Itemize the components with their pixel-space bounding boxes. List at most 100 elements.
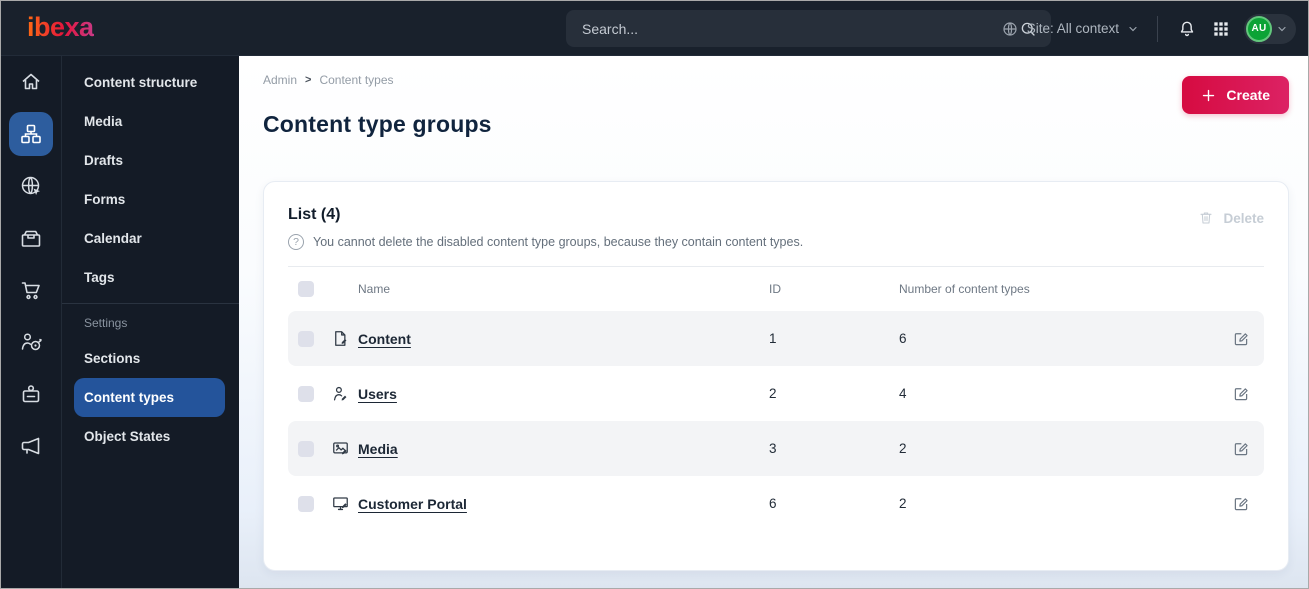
group-id: 3 bbox=[769, 441, 777, 456]
search-icon bbox=[1021, 22, 1035, 36]
edit-button[interactable] bbox=[1232, 440, 1250, 458]
menu-item-label: Media bbox=[84, 114, 123, 129]
chevron-down-icon bbox=[1278, 26, 1286, 31]
edit-button[interactable] bbox=[1232, 495, 1250, 513]
user-menu[interactable]: AU bbox=[1244, 13, 1296, 44]
menu-item-object-states[interactable]: Object States bbox=[62, 417, 239, 456]
menu-item-label: Object States bbox=[84, 429, 171, 444]
globe-icon bbox=[1003, 21, 1017, 36]
bell-icon bbox=[1180, 21, 1194, 36]
image-edit-icon bbox=[333, 442, 348, 455]
rail-item-site-search[interactable] bbox=[9, 164, 53, 208]
page-title: Content type groups bbox=[263, 111, 492, 137]
list-info: ? You cannot delete the disabled content… bbox=[288, 234, 803, 250]
home-icon bbox=[22, 73, 40, 90]
menu-item-media[interactable]: Media bbox=[62, 102, 239, 141]
menu-divider bbox=[62, 303, 239, 304]
row-checkbox[interactable] bbox=[298, 440, 314, 457]
menu-item-label: Forms bbox=[84, 192, 126, 207]
edit-button[interactable] bbox=[1232, 330, 1250, 348]
breadcrumb-separator: > bbox=[305, 74, 312, 86]
topbar-actions: Site: All context AU bbox=[1001, 1, 1296, 56]
chevron-down-icon bbox=[1129, 26, 1137, 31]
site-search-icon bbox=[21, 176, 40, 195]
edit-button[interactable] bbox=[1232, 385, 1250, 403]
row-checkbox[interactable] bbox=[298, 385, 314, 402]
group-link[interactable]: Users bbox=[358, 385, 397, 402]
monitor-edit-icon bbox=[333, 497, 348, 511]
delete-button-label: Delete bbox=[1223, 210, 1264, 226]
menu-item-sections[interactable]: Sections bbox=[62, 339, 239, 378]
menu-item-content-structure[interactable]: Content structure bbox=[62, 63, 239, 102]
edit-icon bbox=[1234, 387, 1248, 400]
avatar: AU bbox=[1246, 15, 1272, 42]
menu-section-settings: Settings bbox=[84, 316, 128, 330]
notifications-button[interactable] bbox=[1176, 18, 1198, 40]
user-edit-icon bbox=[333, 386, 347, 401]
rail-item-home[interactable] bbox=[9, 60, 53, 104]
table-row: Content 1 6 bbox=[288, 311, 1264, 366]
side-menu: Content structure Media Drafts Forms Cal… bbox=[61, 56, 239, 588]
top-bar: ibexa Site: All context bbox=[1, 1, 1308, 56]
row-checkbox[interactable] bbox=[298, 330, 314, 347]
menu-item-tags[interactable]: Tags bbox=[62, 258, 239, 297]
rail-item-corporate[interactable] bbox=[9, 372, 53, 416]
group-count: 2 bbox=[899, 441, 907, 456]
site-context-label: Site: All context bbox=[1026, 21, 1119, 36]
icon-rail bbox=[1, 56, 61, 588]
search-input[interactable] bbox=[566, 20, 1019, 37]
rail-item-commerce[interactable] bbox=[9, 268, 53, 312]
segments-target-icon bbox=[21, 333, 43, 351]
table-row: Media 3 2 bbox=[288, 421, 1264, 476]
ibexa-logo: ibexa bbox=[27, 12, 94, 42]
menu-item-forms[interactable]: Forms bbox=[62, 180, 239, 219]
menu-item-label: Calendar bbox=[84, 231, 142, 246]
menu-item-label: Tags bbox=[84, 270, 115, 285]
breadcrumb: Admin > Content types bbox=[263, 73, 394, 87]
file-edit-icon bbox=[335, 331, 347, 346]
menu-item-label: Content types bbox=[84, 390, 175, 405]
create-button-label: Create bbox=[1226, 87, 1270, 103]
rail-item-content[interactable] bbox=[9, 112, 53, 156]
breadcrumb-admin[interactable]: Admin bbox=[263, 73, 298, 87]
rail-item-campaign[interactable] bbox=[9, 424, 53, 468]
delete-button[interactable]: Delete bbox=[1198, 210, 1264, 226]
edit-icon bbox=[1234, 442, 1248, 455]
breadcrumb-content-types: Content types bbox=[319, 73, 394, 87]
group-id: 6 bbox=[769, 496, 777, 511]
menu-item-label: Content structure bbox=[84, 75, 198, 90]
menu-item-calendar[interactable]: Calendar bbox=[62, 219, 239, 258]
site-context-selector[interactable]: Site: All context bbox=[1001, 20, 1139, 38]
content-structure-icon bbox=[21, 124, 41, 144]
help-icon: ? bbox=[288, 234, 304, 250]
group-link[interactable]: Media bbox=[358, 440, 398, 457]
group-link[interactable]: Customer Portal bbox=[358, 495, 467, 512]
menu-item-label: Sections bbox=[84, 351, 141, 366]
menu-item-content-types[interactable]: Content types bbox=[74, 378, 225, 417]
column-header-count: Number of content types bbox=[899, 282, 1030, 296]
rail-item-product-catalog[interactable] bbox=[9, 216, 53, 260]
column-header-name: Name bbox=[358, 282, 391, 296]
menu-item-drafts[interactable]: Drafts bbox=[62, 141, 239, 180]
grid-icon bbox=[1214, 21, 1228, 36]
column-header-id: ID bbox=[769, 282, 781, 296]
menu-item-label: Drafts bbox=[84, 153, 124, 168]
product-catalog-icon bbox=[21, 230, 41, 247]
plus-icon bbox=[1203, 89, 1215, 101]
trash-icon bbox=[1200, 212, 1213, 224]
list-header-block: List (4) ? You cannot delete the disable… bbox=[288, 206, 803, 250]
select-all-checkbox[interactable] bbox=[298, 281, 314, 297]
row-checkbox[interactable] bbox=[298, 495, 314, 512]
group-count: 6 bbox=[899, 331, 907, 346]
main-content: Admin > Content types Create Content typ… bbox=[239, 56, 1308, 588]
group-link[interactable]: Content bbox=[358, 330, 411, 347]
table-header-row: Name ID Number of content types bbox=[288, 267, 1264, 311]
create-button[interactable]: Create bbox=[1182, 76, 1289, 114]
commerce-cart-icon bbox=[21, 282, 40, 300]
global-search[interactable] bbox=[566, 10, 1051, 47]
rail-item-segments[interactable] bbox=[9, 320, 53, 364]
content-type-groups-card: List (4) ? You cannot delete the disable… bbox=[263, 181, 1289, 571]
edit-icon bbox=[1234, 497, 1248, 510]
app-switcher-button[interactable] bbox=[1210, 18, 1232, 40]
